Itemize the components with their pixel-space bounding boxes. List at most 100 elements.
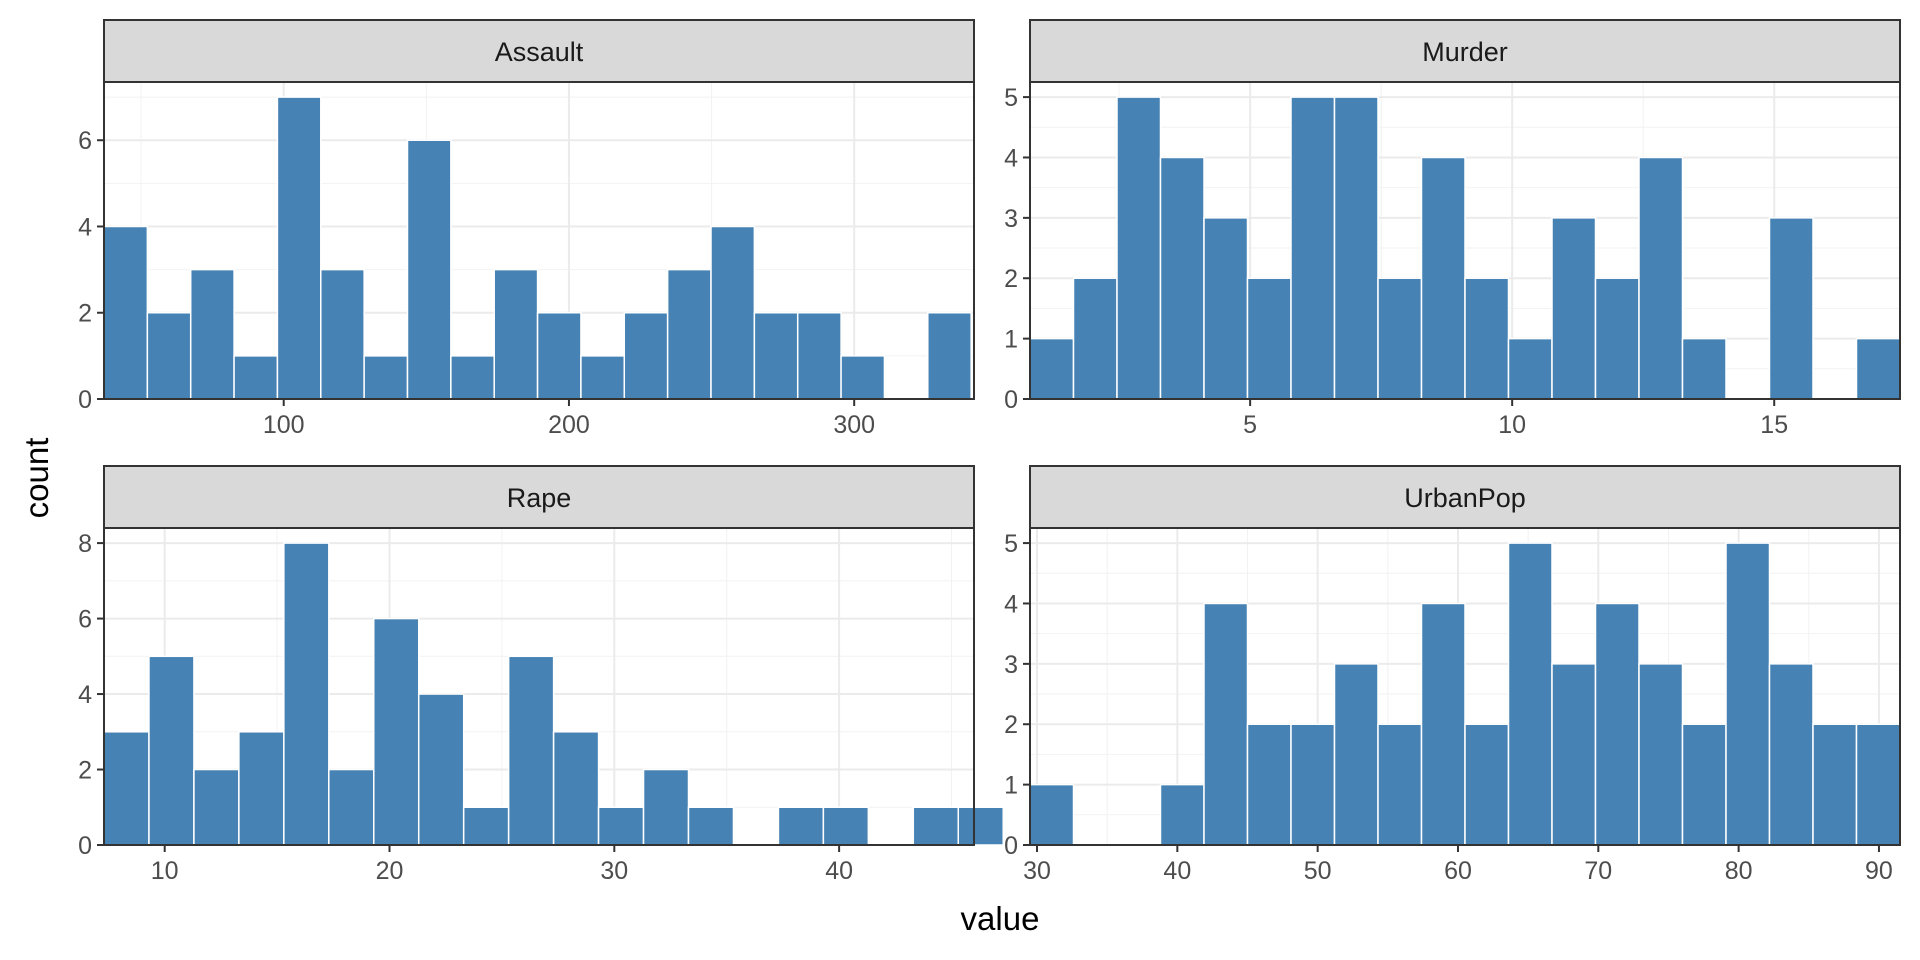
facet-strip-murder	[1029, 19, 1901, 83]
histogram-bar-urbanpop-19	[1855, 723, 1901, 846]
y-tick-label: 3	[1004, 205, 1018, 233]
histogram-bar-assault-4	[276, 96, 322, 400]
y-tick-label: 1	[1004, 326, 1018, 354]
facet-strip-urbanpop	[1029, 465, 1901, 529]
histogram-bar-urbanpop-13	[1594, 602, 1640, 846]
histogram-bar-murder-0	[1029, 337, 1075, 400]
histogram-bar-murder-6	[1290, 96, 1336, 400]
y-tick-label: 1	[1004, 772, 1018, 800]
histogram-bar-rape-15	[777, 806, 825, 846]
histogram-bar-murder-10	[1464, 277, 1510, 400]
histogram-bar-murder-8	[1377, 277, 1423, 400]
y-tick-label: 2	[78, 757, 92, 785]
y-tick-label: 2	[78, 300, 92, 328]
panel-assault: Assault 0 2 4 6 100 200 300	[78, 19, 975, 439]
x-tick-label: 300	[833, 411, 875, 439]
histogram-bar-murder-5	[1246, 277, 1292, 400]
histogram-bar-urbanpop-10	[1464, 723, 1510, 846]
histogram-bar-assault-8	[450, 355, 495, 400]
panel-urbanpop: UrbanPop 0 1 2 3 4 5 30 40 50 60 70 80 90	[1004, 465, 1901, 885]
histogram-bar-murder-4	[1203, 217, 1249, 400]
histogram-bar-assault-0	[103, 225, 149, 400]
x-tick-label: 40	[1163, 857, 1191, 885]
histogram-bar-murder-11	[1507, 337, 1553, 400]
histogram-bar-rape-6	[373, 617, 420, 846]
histogram-bar-assault-19	[927, 311, 972, 400]
facet-strip-label: Assault	[495, 37, 584, 67]
histogram-bar-urbanpop-3	[1159, 783, 1205, 846]
y-tick-label: 4	[78, 681, 92, 709]
y-tick-label: 4	[78, 213, 92, 241]
histogram-bar-assault-16	[796, 311, 842, 400]
histogram-bar-rape-0	[103, 731, 150, 846]
histogram-bar-assault-14	[710, 225, 756, 400]
histogram-bar-murder-3	[1159, 156, 1205, 400]
histogram-bar-rape-9	[507, 655, 555, 846]
y-tick-label: 4	[1004, 590, 1018, 618]
histogram-bar-murder-13	[1594, 277, 1640, 400]
histogram-bar-assault-9	[493, 268, 539, 400]
x-tick-label: 15	[1760, 411, 1788, 439]
y-tick-label: 8	[78, 530, 92, 558]
facet-strip-label: Murder	[1422, 37, 1508, 67]
y-tick-label: 0	[78, 832, 92, 860]
y-tick-label: 0	[1004, 832, 1018, 860]
histogram-bar-urbanpop-6	[1290, 723, 1336, 846]
x-tick-label: 90	[1865, 857, 1893, 885]
histogram-bar-urbanpop-4	[1203, 602, 1249, 846]
histogram-bar-murder-1	[1072, 277, 1118, 400]
x-tick-label: 30	[1023, 857, 1051, 885]
x-tick-label: 60	[1444, 857, 1472, 885]
x-tick-label: 30	[600, 857, 628, 885]
histogram-bar-rape-16	[822, 806, 870, 846]
histogram-bar-rape-8	[462, 806, 510, 846]
histogram-bar-assault-13	[666, 268, 712, 400]
histogram-bar-assault-17	[840, 355, 886, 400]
histogram-bar-assault-2	[189, 268, 235, 400]
histogram-bar-murder-7	[1333, 96, 1379, 400]
histogram-bar-murder-15	[1681, 337, 1727, 400]
histogram-bar-urbanpop-18	[1812, 723, 1858, 846]
histogram-bar-urbanpop-0	[1029, 783, 1075, 846]
histogram-bar-rape-5	[328, 768, 375, 846]
histogram-bar-rape-10	[552, 731, 600, 846]
histogram-bar-rape-19	[957, 806, 1004, 846]
y-tick-label: 6	[78, 127, 92, 155]
x-tick-label: 20	[376, 857, 404, 885]
histogram-bar-murder-2	[1116, 96, 1162, 400]
histogram-bar-urbanpop-9	[1420, 602, 1466, 846]
x-tick-label: 10	[151, 857, 179, 885]
histogram-bar-rape-1	[148, 655, 195, 846]
histogram-bar-urbanpop-5	[1246, 723, 1292, 846]
y-tick-label: 5	[1004, 84, 1018, 112]
y-tick-label: 2	[1004, 711, 1018, 739]
y-tick-label: 3	[1004, 651, 1018, 679]
histogram-bar-murder-19	[1855, 337, 1901, 400]
histogram-bar-murder-9	[1420, 156, 1466, 400]
y-tick-label: 6	[78, 606, 92, 634]
histogram-bar-rape-2	[193, 768, 240, 846]
histogram-bar-urbanpop-7	[1333, 663, 1379, 846]
facet-strip-label: Rape	[507, 483, 572, 513]
histogram-bar-rape-3	[238, 731, 285, 846]
histogram-bar-urbanpop-15	[1681, 723, 1727, 846]
histogram-bar-urbanpop-14	[1638, 663, 1684, 846]
histogram-bar-rape-18	[912, 806, 960, 846]
histogram-bar-assault-12	[623, 311, 669, 400]
x-tick-label: 200	[548, 411, 590, 439]
facet-strip-label: UrbanPop	[1404, 483, 1526, 513]
facet-strip-assault	[103, 19, 975, 83]
histogram-bar-assault-3	[233, 355, 279, 400]
histogram-bar-assault-15	[753, 311, 799, 400]
y-tick-label: 5	[1004, 530, 1018, 558]
x-axis-title: value	[961, 900, 1040, 937]
histogram-bar-assault-11	[580, 355, 626, 400]
y-tick-label: 0	[78, 386, 92, 414]
histogram-bar-murder-17	[1768, 217, 1814, 400]
histogram-bar-urbanpop-16	[1725, 542, 1771, 846]
x-tick-label: 80	[1725, 857, 1753, 885]
histogram-bar-assault-5	[320, 268, 365, 400]
x-tick-label: 50	[1304, 857, 1332, 885]
panel-murder: Murder 0 1 2 3 4 5 5 10 15	[1004, 19, 1901, 439]
